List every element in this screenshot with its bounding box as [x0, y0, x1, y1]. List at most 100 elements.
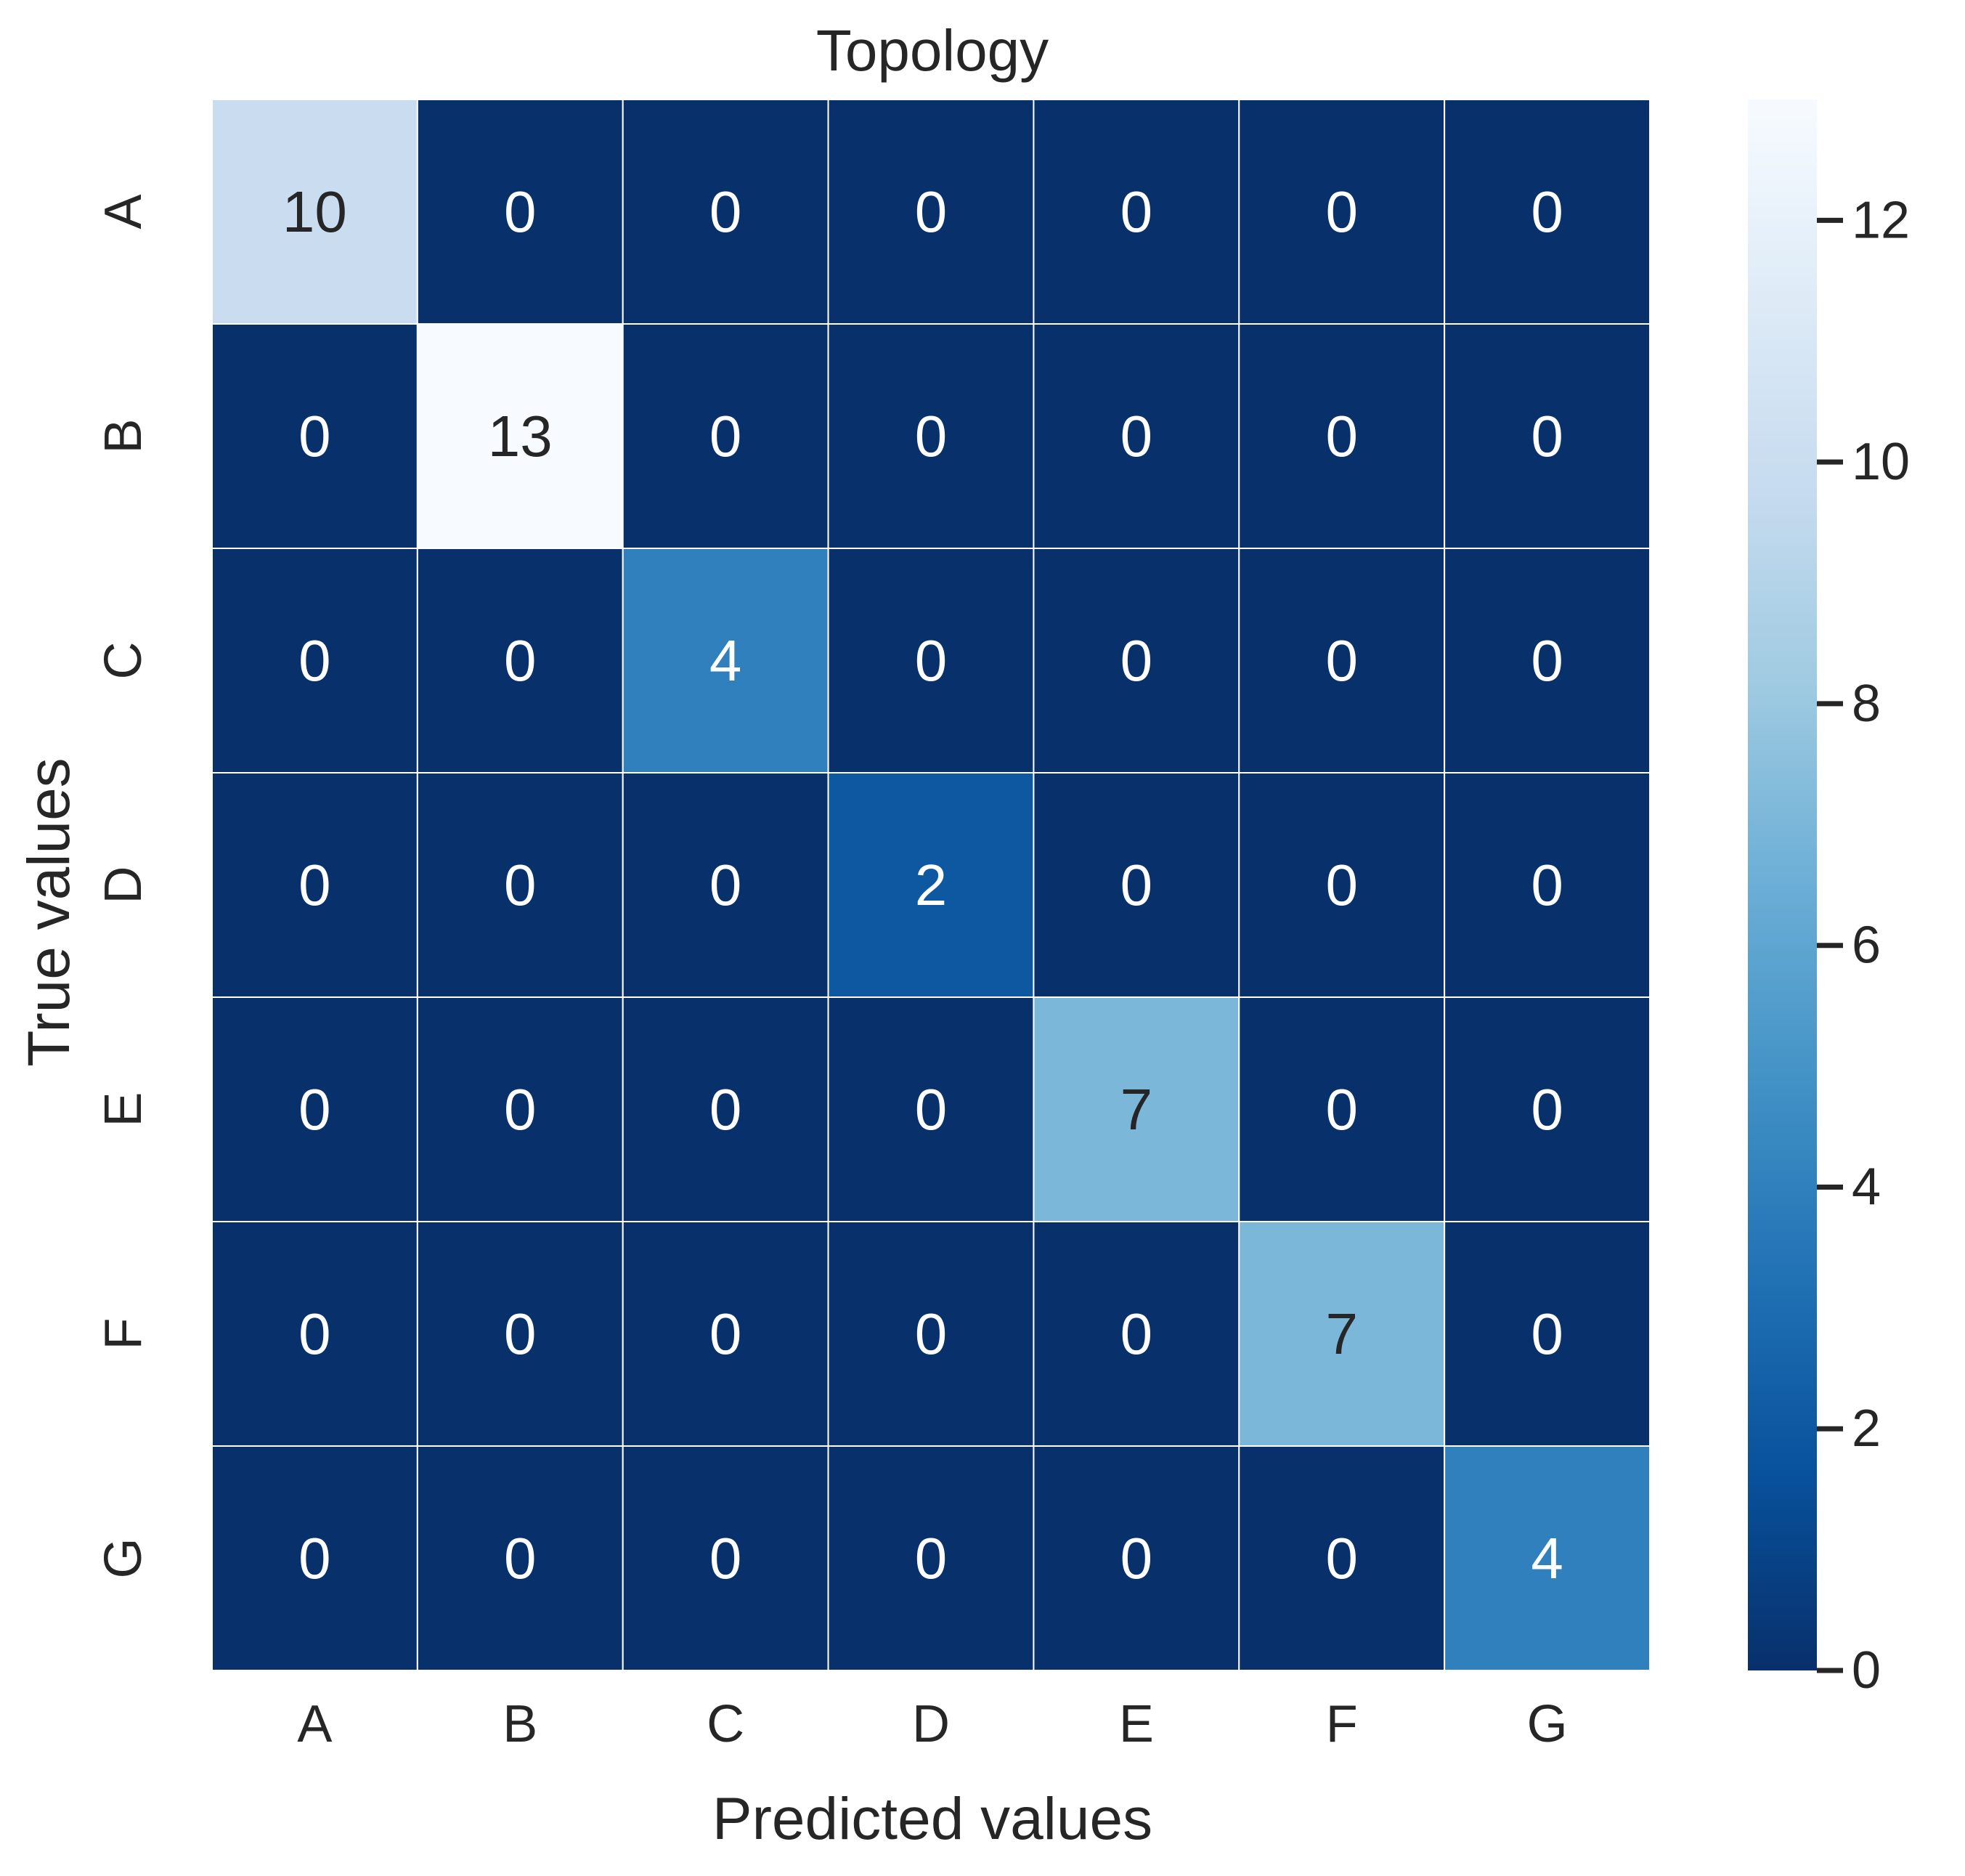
heatmap-cell [416, 548, 624, 773]
heatmap-cell [1238, 772, 1446, 998]
y-tick-label: C [94, 642, 152, 680]
cell-value-label: 0 [709, 404, 742, 468]
heatmap-cell [622, 323, 829, 549]
heatmap-cell [622, 996, 829, 1222]
colorbar-tick-label: 10 [1852, 433, 1910, 491]
cell-value-label: 0 [709, 1077, 742, 1142]
y-tick-labels: A B C D E F G [94, 194, 152, 1578]
heatmap-cell [211, 996, 418, 1222]
heatmap-cell [1444, 323, 1651, 549]
cell-value-label: 0 [1120, 1302, 1153, 1366]
cell-value-label: 0 [915, 628, 948, 693]
colorbar-tick-label: 4 [1852, 1158, 1881, 1216]
cell-value-label: 0 [1325, 179, 1358, 244]
cell-value-label: 0 [1531, 404, 1563, 468]
heatmap-cell [416, 772, 624, 998]
cell-value-label: 0 [1531, 628, 1563, 693]
cell-value-label: 0 [298, 1302, 331, 1366]
cell-value-label: 0 [504, 1526, 537, 1591]
heatmap-cell [1444, 996, 1651, 1222]
cell-value-label: 0 [709, 1526, 742, 1591]
colorbar [1748, 100, 1817, 1670]
y-tick-label: A [94, 194, 152, 229]
x-tick-label: F [1326, 1695, 1358, 1753]
cell-value-label: 10 [282, 179, 347, 244]
heatmap-cell [211, 1445, 418, 1671]
cell-value-label: 0 [915, 179, 948, 244]
heatmap-cell [211, 548, 418, 773]
x-tick-label: E [1119, 1695, 1154, 1753]
cell-value-label: 0 [709, 1302, 742, 1366]
cell-value-label: 0 [298, 1526, 331, 1591]
colorbar-tick-label: 0 [1852, 1641, 1881, 1700]
y-tick-label: F [94, 1318, 152, 1350]
cell-value-label: 0 [709, 179, 742, 244]
cell-value-label: 0 [1531, 1302, 1563, 1366]
heatmap-cell [827, 1445, 1035, 1671]
heatmap-cell [1238, 1445, 1446, 1671]
y-tick-label: B [94, 418, 152, 453]
heatmap-cell [1033, 1221, 1240, 1447]
cell-value-label: 0 [1531, 1077, 1563, 1142]
cell-value-label: 0 [915, 1302, 948, 1366]
heatmap-cell [1033, 323, 1240, 549]
heatmap-cell [622, 1221, 829, 1447]
y-tick-label: G [94, 1538, 152, 1578]
heatmap-cell [1444, 1445, 1651, 1671]
cell-value-label: 0 [1120, 179, 1153, 244]
cell-value-label: 0 [915, 404, 948, 468]
colorbar-tick-label: 8 [1852, 675, 1881, 733]
x-tick-labels: A B C D E F G [297, 1695, 1567, 1753]
cell-value-label: 0 [1120, 853, 1153, 917]
cell-value-label: 0 [298, 1077, 331, 1142]
cell-value-label: 0 [504, 628, 537, 693]
cell-value-label: 13 [488, 404, 553, 468]
heatmap-annotations: 10 0 0 0 0 0 0 0 13 0 0 0 0 0 0 0 4 0 0 0 0 0 0 0 2 0 0 0 0 0 0 0 7 0 0 0 0 0… [282, 179, 1563, 1591]
heatmap-cell [1238, 996, 1446, 1222]
cell-value-label: 0 [298, 853, 331, 917]
heatmap-cell [211, 99, 418, 325]
y-tick-label: D [94, 866, 152, 904]
x-tick-label: A [297, 1695, 332, 1753]
chart-title: Topology [816, 18, 1049, 83]
x-tick-label: G [1527, 1695, 1568, 1753]
x-tick-label: C [707, 1695, 744, 1753]
colorbar-tick-label: 6 [1852, 917, 1881, 975]
heatmap-cell [1444, 99, 1651, 325]
cell-value-label: 0 [1120, 404, 1153, 468]
cell-value-label: 0 [1325, 1526, 1358, 1591]
heatmap-cell [1444, 1221, 1651, 1447]
heatmap-cell [1033, 548, 1240, 773]
colorbar-ticks: 0 2 4 6 8 10 12 [1817, 191, 1910, 1700]
cell-value-label: 0 [915, 1077, 948, 1142]
cell-value-label: 0 [709, 853, 742, 917]
y-axis-label: True values [16, 758, 82, 1066]
cell-value-label: 0 [915, 1526, 948, 1591]
heatmap-cell [827, 99, 1035, 325]
cell-value-label: 0 [1325, 1077, 1358, 1142]
heatmap-cell [211, 323, 418, 549]
heatmap-cell [1238, 323, 1446, 549]
cell-value-label: 4 [1531, 1526, 1563, 1591]
heatmap-cell [1033, 1445, 1240, 1671]
cell-value-label: 0 [504, 1077, 537, 1142]
cell-value-label: 0 [1531, 853, 1563, 917]
cell-value-label: 0 [1325, 853, 1358, 917]
heatmap-cell [1444, 548, 1651, 773]
x-tick-label: B [503, 1695, 537, 1753]
heatmap-cell [416, 1445, 624, 1671]
x-tick-label: D [912, 1695, 950, 1753]
cell-value-label: 7 [1120, 1077, 1153, 1142]
heatmap-cell [827, 1221, 1035, 1447]
cell-value-label: 0 [1120, 1526, 1153, 1591]
heatmap-cell [622, 548, 829, 773]
heatmap-cell [211, 772, 418, 998]
y-tick-label: E [94, 1092, 152, 1126]
cell-value-label: 0 [298, 628, 331, 693]
heatmap-cell [416, 99, 624, 325]
cell-value-label: 0 [504, 1302, 537, 1366]
heatmap-cell [1238, 99, 1446, 325]
heatmap-cell [622, 1445, 829, 1671]
heatmap-cell [622, 99, 829, 325]
